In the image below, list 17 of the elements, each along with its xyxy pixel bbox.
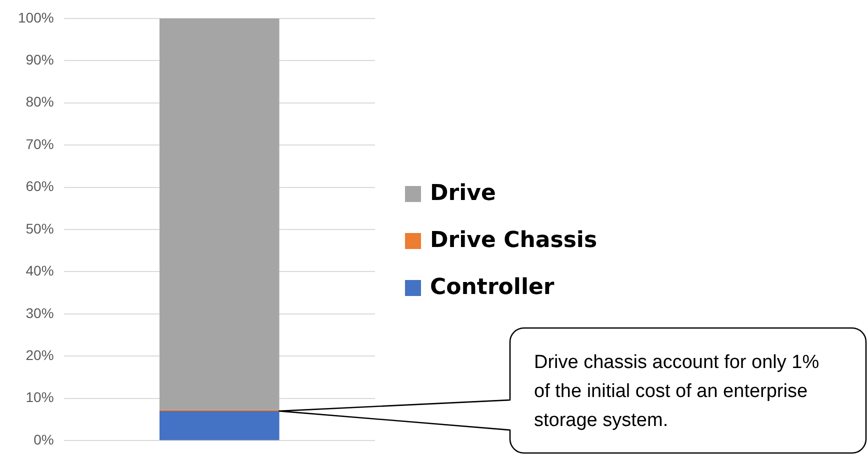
- legend-label: Drive: [430, 181, 496, 206]
- legend-label: Drive Chassis: [430, 228, 598, 253]
- y-tick-label: 100%: [18, 9, 54, 26]
- text: Drive chassis account for only 1% of the initial cost of an enterprise storage system.: [534, 351, 820, 433]
- bar: [160, 18, 280, 410]
- y-tick-label: 40%: [26, 262, 54, 279]
- y-tick-label: 30%: [26, 304, 54, 321]
- y-tick-label: 60%: [26, 178, 54, 194]
- y-tick-label: 90%: [26, 51, 54, 68]
- y-tick-label: 50%: [26, 220, 54, 236]
- y-tick-label: 20%: [26, 347, 54, 364]
- y-tick-label: 80%: [26, 94, 54, 110]
- y-tick-label: 0%: [34, 431, 54, 448]
- bar: [160, 411, 280, 440]
- y-tick-label: 10%: [26, 389, 54, 406]
- y-tick-label: 70%: [26, 136, 54, 152]
- legend-label: Controller: [430, 275, 554, 300]
